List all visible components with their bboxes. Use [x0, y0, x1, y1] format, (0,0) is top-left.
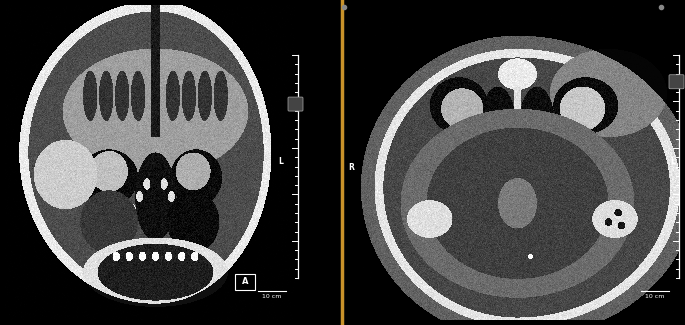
- FancyBboxPatch shape: [669, 75, 684, 89]
- Text: A: A: [242, 278, 248, 287]
- Text: R: R: [348, 163, 354, 173]
- Text: L: L: [279, 158, 284, 166]
- Text: 10 cm: 10 cm: [262, 293, 282, 298]
- Bar: [235, 274, 255, 290]
- Text: L: L: [671, 158, 675, 166]
- Text: 10 cm: 10 cm: [645, 293, 664, 298]
- FancyBboxPatch shape: [288, 97, 303, 111]
